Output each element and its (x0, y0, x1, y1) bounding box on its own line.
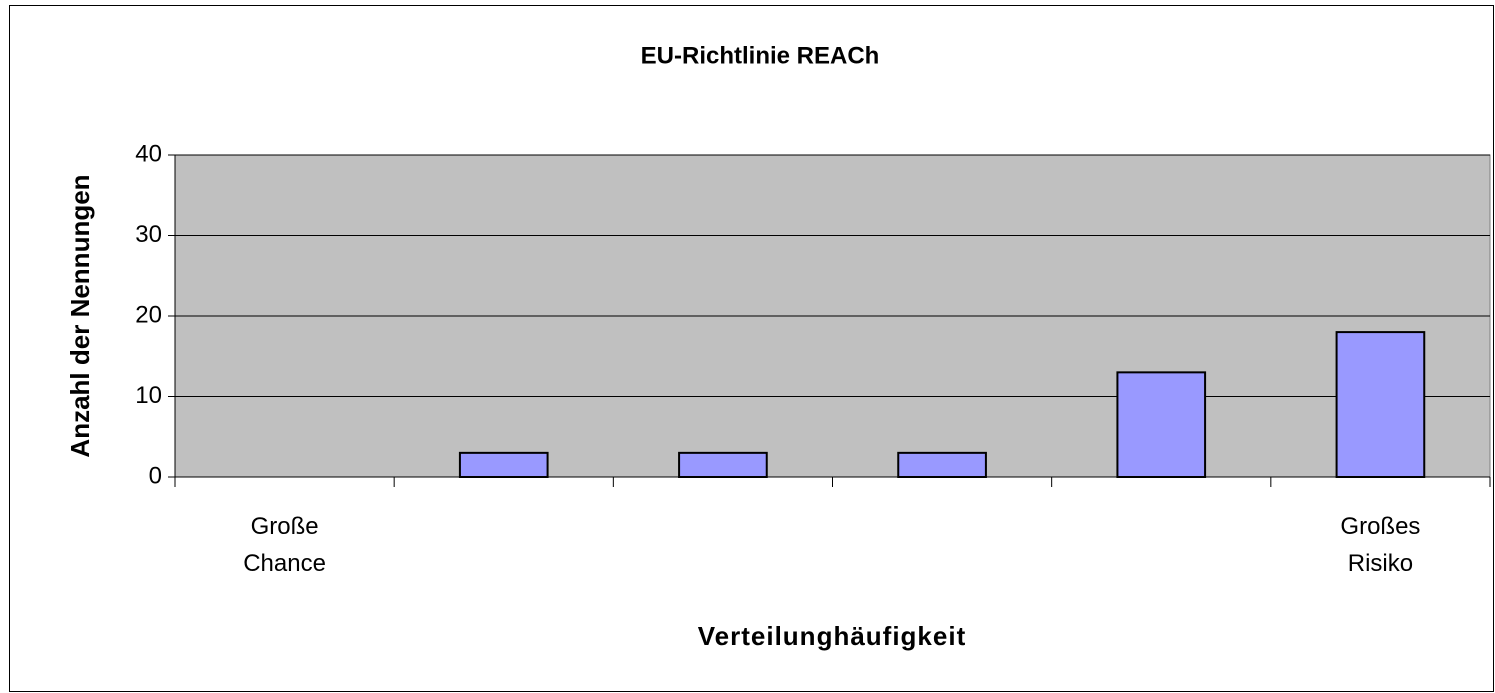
x-axis-label: Verteilunghäufigkeit (698, 621, 967, 651)
bar (1335, 331, 1426, 478)
bar (678, 451, 768, 479)
y-tick-label: 40 (135, 140, 162, 167)
bar (458, 451, 549, 479)
y-tick-label: 30 (135, 221, 162, 248)
chart-title: EU-Richtlinie REACh (641, 42, 880, 69)
x-tick-label: Große Chance (243, 513, 326, 577)
y-tick-label: 20 (135, 301, 162, 328)
y-axis-label: Anzahl der Nennungen (65, 174, 95, 457)
y-tick-label: 10 (135, 382, 162, 409)
bar (1116, 371, 1207, 479)
y-tick-label: 0 (149, 462, 162, 489)
x-tick-label: Großes Risiko (1340, 513, 1420, 577)
bar (897, 451, 987, 479)
